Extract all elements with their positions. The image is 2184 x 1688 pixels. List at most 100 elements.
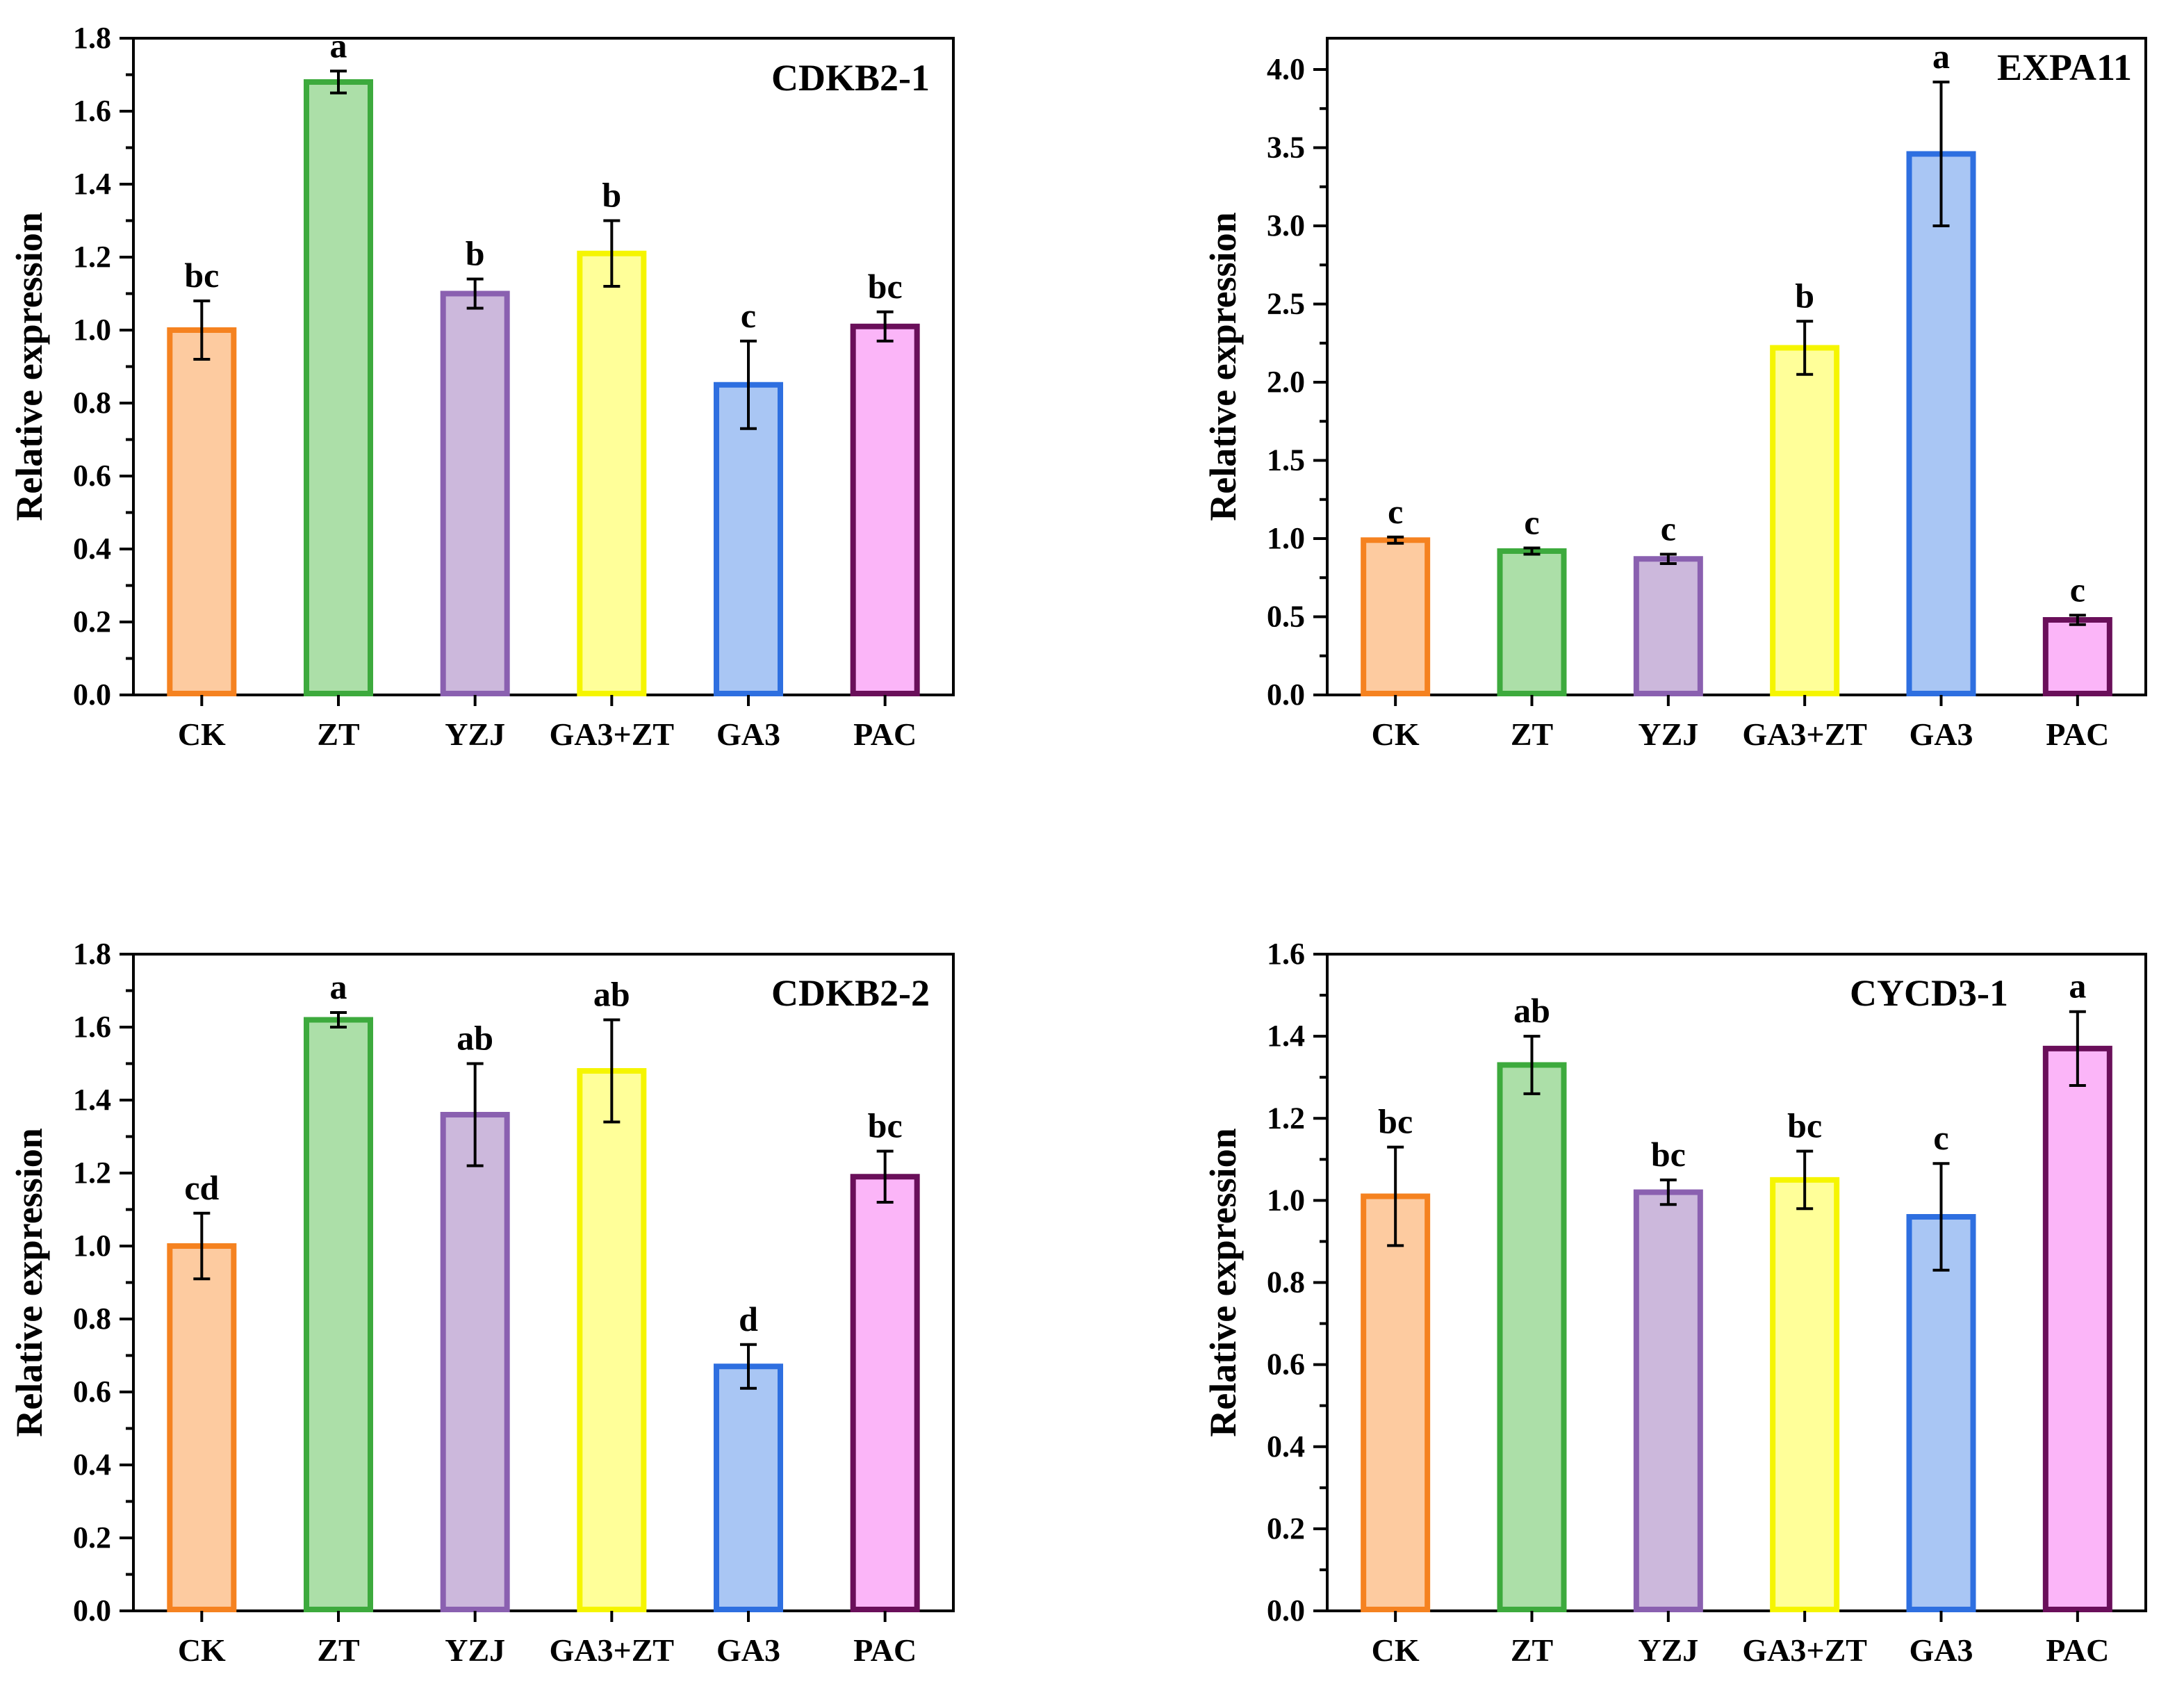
- plot-frame: [132, 37, 955, 696]
- y-tick-label: 0.2: [1267, 1511, 1305, 1546]
- y-tick-label: 0.4: [1267, 1429, 1305, 1464]
- bar-ga3-zt: [577, 1068, 647, 1612]
- x-tick-label: CK: [178, 716, 226, 752]
- bar-ck: [167, 327, 237, 696]
- y-tick-label: 0.0: [1267, 678, 1305, 712]
- y-tick-label: 1.4: [73, 1083, 111, 1117]
- x-tick-label: ZT: [1511, 716, 1553, 752]
- significance-label: ab: [593, 975, 630, 1014]
- significance-label: c: [1524, 503, 1539, 542]
- chart-panel-4: 0.0 0.2 0.4 0.6 0.8 1.0 1.2 1.4 1.6 bc CK ab ZT bc YZJ…: [1202, 937, 2147, 1668]
- significance-label: ab: [1513, 991, 1550, 1030]
- significance-label: c: [1661, 509, 1676, 548]
- x-tick-label: GA3: [1910, 716, 1973, 752]
- plot-frame: [1326, 37, 2147, 696]
- significance-label: b: [1795, 276, 1814, 315]
- chart-title: CDKB2-1: [771, 57, 930, 99]
- x-tick-label: GA3: [716, 1632, 780, 1668]
- significance-label: b: [602, 176, 621, 215]
- bar-yzj: [440, 290, 510, 696]
- y-tick-label: 0.5: [1267, 600, 1305, 634]
- x-tick-label: ZT: [317, 716, 359, 752]
- y-tick-label: 1.5: [1267, 443, 1305, 477]
- y-tick-label: 3.0: [1267, 208, 1305, 243]
- chart-panel-3: 0.0 0.2 0.4 0.6 0.8 1.0 1.2 1.4 1.6 1.8 cd CK a ZT ab Y…: [8, 937, 955, 1668]
- x-tick-label: CK: [1372, 716, 1420, 752]
- bar-pac: [850, 1174, 920, 1612]
- significance-label: a: [1932, 37, 1950, 76]
- bar-ga3: [1906, 151, 1976, 696]
- plot-frame: [132, 953, 955, 1612]
- y-axis-label: Relative expression: [8, 1128, 50, 1436]
- significance-label: bc: [868, 1106, 903, 1145]
- x-tick-label: YZJ: [445, 716, 505, 752]
- y-tick-label: 1.6: [73, 94, 111, 128]
- chart-title: CDKB2-2: [771, 972, 930, 1014]
- y-tick-label: 1.2: [73, 1156, 111, 1190]
- y-tick-label: 0.4: [73, 532, 111, 566]
- y-tick-label: 1.0: [1267, 521, 1305, 555]
- bar-ck: [167, 1243, 237, 1612]
- significance-label: bc: [1787, 1106, 1822, 1145]
- y-tick-label: 1.0: [1267, 1183, 1305, 1217]
- y-tick-label: 1.6: [1267, 937, 1305, 971]
- x-tick-label: GA3+ZT: [550, 716, 675, 752]
- y-tick-label: 1.4: [1267, 1019, 1305, 1053]
- significance-label: c: [1388, 492, 1403, 531]
- y-tick-label: 0.8: [1267, 1265, 1305, 1300]
- y-tick-label: 2.0: [1267, 365, 1305, 399]
- bar-yzj: [1633, 556, 1703, 696]
- y-tick-label: 0.2: [73, 605, 111, 639]
- x-tick-label: YZJ: [1638, 716, 1698, 752]
- bar-pac: [2042, 617, 2112, 696]
- bar-yzj: [440, 1112, 510, 1612]
- y-axis-label: Relative expression: [1202, 212, 1244, 521]
- chart-title: CYCD3-1: [1850, 972, 2008, 1014]
- y-tick-label: 0.6: [73, 459, 111, 493]
- chart-panel-2: 0.0 0.5 1.0 1.5 2.0 2.5 3.0 3.5 4.0 c CK c ZT c YZJ b GA…: [1202, 37, 2147, 752]
- bar-ga3: [1906, 1214, 1976, 1612]
- significance-label: a: [2069, 967, 2086, 1006]
- bar-ga3-zt: [1770, 1177, 1840, 1612]
- significance-label: a: [330, 967, 347, 1006]
- y-tick-label: 0.6: [1267, 1347, 1305, 1382]
- y-tick-label: 1.6: [73, 1010, 111, 1044]
- y-tick-label: 1.2: [1267, 1101, 1305, 1135]
- significance-label: bc: [184, 256, 219, 295]
- significance-label: cd: [184, 1168, 219, 1207]
- chart-title: EXPA11: [1997, 47, 2132, 88]
- significance-label: d: [739, 1300, 758, 1338]
- x-tick-label: YZJ: [445, 1632, 505, 1668]
- y-tick-label: 0.2: [73, 1521, 111, 1555]
- bar-zt: [304, 79, 373, 696]
- plot-frame: [1326, 953, 2147, 1612]
- significance-label: bc: [868, 267, 903, 306]
- chart-panel-1: 0.00.20.40.60.81.01.21.41.61.8bcCKaZTbYZ…: [8, 21, 955, 752]
- y-tick-label: 1.8: [73, 21, 111, 55]
- x-tick-label: PAC: [853, 716, 917, 752]
- x-tick-label: GA3: [1910, 1632, 1973, 1668]
- y-tick-label: 1.0: [73, 313, 111, 347]
- x-tick-label: PAC: [2046, 716, 2109, 752]
- significance-label: ab: [457, 1019, 493, 1058]
- y-tick-label: 3.5: [1267, 131, 1305, 165]
- bar-ck: [1361, 1193, 1431, 1612]
- y-tick-label: 0.8: [73, 386, 111, 420]
- y-tick-label: 0.8: [73, 1302, 111, 1336]
- y-axis-label: Relative expression: [8, 212, 50, 521]
- x-tick-label: GA3+ZT: [1742, 1632, 1867, 1668]
- x-tick-label: YZJ: [1638, 1632, 1698, 1668]
- bar-ga3-zt: [577, 250, 647, 696]
- significance-label: a: [330, 26, 347, 65]
- x-tick-label: CK: [178, 1632, 226, 1668]
- x-tick-label: GA3: [716, 716, 780, 752]
- y-tick-label: 0.0: [1267, 1593, 1305, 1628]
- significance-label: c: [741, 296, 756, 335]
- y-tick-label: 1.8: [73, 937, 111, 971]
- x-tick-label: PAC: [2046, 1632, 2109, 1668]
- bar-ga3-zt: [1770, 345, 1840, 696]
- significance-label: c: [2070, 570, 2085, 609]
- x-tick-label: CK: [1372, 1632, 1420, 1668]
- y-tick-label: 1.2: [73, 240, 111, 274]
